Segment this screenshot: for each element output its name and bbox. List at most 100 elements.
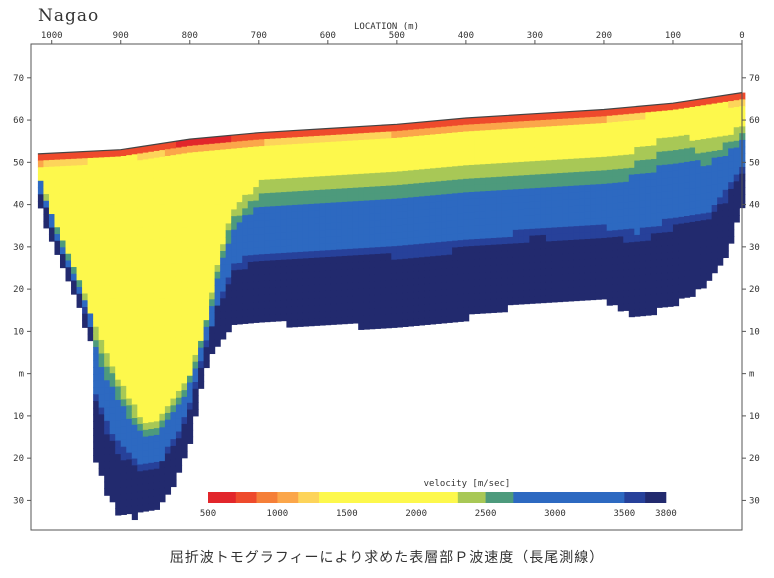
heatmap-cell xyxy=(457,307,464,316)
heatmap-cell xyxy=(407,305,415,313)
heatmap-cell xyxy=(650,206,658,214)
colorbar-bin xyxy=(235,492,257,503)
heatmap-cell xyxy=(429,256,437,264)
heatmap-cell xyxy=(341,134,348,142)
heatmap-cell xyxy=(59,233,67,242)
heatmap-cell xyxy=(402,292,409,300)
heatmap-cell xyxy=(170,209,177,217)
heatmap-cell xyxy=(369,206,376,215)
heatmap-cell xyxy=(501,284,508,292)
heatmap-cell xyxy=(126,236,133,244)
heatmap-cell xyxy=(490,278,497,286)
heatmap-cell xyxy=(187,240,194,248)
heatmap-cell xyxy=(369,125,376,134)
heatmap-cell xyxy=(225,291,232,299)
heatmap-cell xyxy=(137,450,144,459)
heatmap-cell xyxy=(463,172,470,180)
heatmap-cell xyxy=(612,223,619,231)
heatmap-cell xyxy=(104,197,111,206)
heatmap-cell xyxy=(463,178,470,187)
heatmap-cell xyxy=(59,193,67,201)
heatmap-cell xyxy=(490,123,497,131)
heatmap-cell xyxy=(347,228,354,236)
heatmap-cell xyxy=(87,299,94,308)
heatmap-cell xyxy=(286,212,293,220)
heatmap-cell xyxy=(203,245,210,254)
heatmap-cell xyxy=(728,114,735,122)
heatmap-cell xyxy=(126,385,133,393)
heatmap-cell xyxy=(557,206,564,215)
heatmap-cell xyxy=(650,301,658,309)
heatmap-cell xyxy=(402,252,409,260)
heatmap-cell xyxy=(606,190,613,198)
heatmap-cell xyxy=(667,130,674,138)
heatmap-cell xyxy=(319,257,326,265)
heatmap-cell xyxy=(380,233,387,241)
heatmap-cell xyxy=(98,346,105,355)
heatmap-cell xyxy=(214,204,221,212)
heatmap-cell xyxy=(175,330,183,338)
heatmap-cell xyxy=(573,212,580,220)
heatmap-cell xyxy=(76,259,83,268)
heatmap-cell xyxy=(374,253,381,262)
heatmap-cell xyxy=(148,151,155,160)
heatmap-cell xyxy=(490,190,497,199)
heatmap-cell xyxy=(545,214,553,222)
heatmap-cell xyxy=(104,157,111,165)
heatmap-cell xyxy=(656,131,663,139)
heatmap-cell xyxy=(380,287,387,295)
heatmap-cell xyxy=(523,215,530,224)
heatmap-cell xyxy=(225,277,232,285)
heatmap-cell xyxy=(446,119,453,127)
heatmap-cell xyxy=(584,110,591,118)
heatmap-cell xyxy=(319,291,326,299)
heatmap-cell xyxy=(336,242,343,251)
heatmap-cell xyxy=(275,266,282,275)
heatmap-cell xyxy=(198,225,205,234)
heatmap-cell xyxy=(59,220,67,228)
heatmap-cell xyxy=(457,301,464,309)
heatmap-cell xyxy=(109,265,116,273)
heatmap-cell xyxy=(181,322,188,330)
heatmap-cell xyxy=(314,284,321,293)
heatmap-cell xyxy=(231,168,238,177)
heatmap-cell xyxy=(645,206,652,215)
heatmap-cell xyxy=(573,192,580,200)
heatmap-cell xyxy=(645,125,652,134)
heatmap-cell xyxy=(231,236,238,244)
heatmap-cell xyxy=(424,317,431,325)
heatmap-cell xyxy=(275,158,282,166)
heatmap-cell xyxy=(507,230,514,238)
heatmap-cell xyxy=(341,201,348,210)
heatmap-cell xyxy=(711,144,718,152)
heatmap-cell xyxy=(540,113,547,121)
heatmap-cell xyxy=(164,304,172,313)
heatmap-cell xyxy=(258,315,265,323)
heatmap-cell xyxy=(302,136,310,144)
heatmap-cell xyxy=(275,314,282,322)
heatmap-cell xyxy=(496,291,503,300)
heatmap-cell xyxy=(557,294,564,303)
heatmap-cell xyxy=(98,326,105,334)
heatmap-cell xyxy=(314,291,321,299)
heatmap-cell xyxy=(59,172,67,181)
y-tick-label-left: 70 xyxy=(13,74,24,84)
heatmap-cell xyxy=(413,257,420,266)
heatmap-cell xyxy=(302,298,310,307)
heatmap-cell xyxy=(341,249,348,257)
heatmap-cell xyxy=(595,150,602,158)
heatmap-cell xyxy=(529,269,536,277)
heatmap-cell xyxy=(164,270,172,279)
heatmap-cell xyxy=(330,276,337,285)
heatmap-cell xyxy=(137,396,144,405)
heatmap-cell xyxy=(159,488,166,496)
heatmap-cell xyxy=(71,239,78,248)
heatmap-cell xyxy=(402,279,409,287)
heatmap-cell xyxy=(170,337,177,346)
heatmap-cell xyxy=(302,217,310,226)
heatmap-cell xyxy=(131,208,138,216)
colorbar-tick-label: 2000 xyxy=(405,509,427,519)
heatmap-cell xyxy=(325,223,332,231)
heatmap-cell xyxy=(153,387,160,395)
heatmap-cell xyxy=(297,265,304,273)
